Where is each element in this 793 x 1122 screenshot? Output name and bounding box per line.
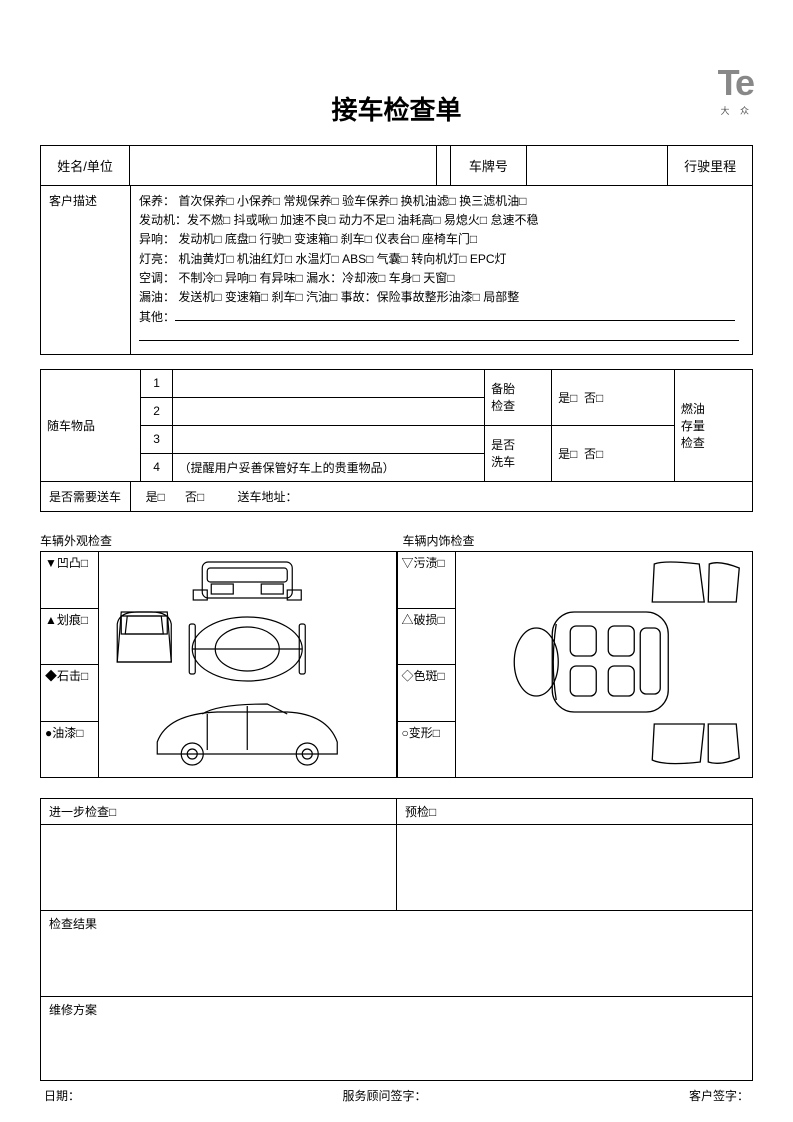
items-table: 随车物品 1 备胎 检查 是□ 否□ 燃油 存量 检查 2 3 是否 洗车 是□… <box>40 369 753 482</box>
int-deform[interactable]: ○变形□ <box>397 721 455 778</box>
ext-scratch[interactable]: ▲划痕□ <box>41 608 99 665</box>
advisor-sign: 服务顾问签字： <box>342 1087 426 1104</box>
ext-stone[interactable]: ◆石击□ <box>41 665 99 722</box>
interior-section: 车辆内饰检查 ▽污渍□ <box>397 530 754 778</box>
item-num-2: 2 <box>141 397 172 425</box>
precheck-body[interactable] <box>397 825 753 911</box>
exterior-diagram <box>99 552 397 778</box>
deliver-content[interactable]: 是□ 否□ 送车地址： <box>131 482 753 512</box>
items-label: 随车物品 <box>41 369 141 481</box>
exterior-title: 车辆外观检查 <box>40 530 397 551</box>
exterior-section: 车辆外观检查 ▼凹凸□ <box>40 530 397 778</box>
desc-line-5: 空调： 不制冷□ 异响□ 有异味□ 漏水：冷却液□ 车身□ 天窗□ <box>139 269 744 288</box>
description-table: 客户描述 保养： 首次保养□ 小保养□ 常规保养□ 验车保养□ 换机油滤□ 换三… <box>40 186 753 355</box>
interior-table: ▽污渍□ <box>397 551 754 778</box>
item-field-3[interactable] <box>172 425 484 453</box>
desc-label: 客户描述 <box>41 186 131 354</box>
interior-diagram <box>455 552 753 778</box>
inspection-section: 车辆外观检查 ▼凹凸□ <box>40 530 753 778</box>
deliver-table: 是否需要送车 是□ 否□ 送车地址： <box>40 482 753 513</box>
int-damage[interactable]: △破损□ <box>397 608 455 665</box>
further-label[interactable]: 进一步检查□ <box>41 799 397 825</box>
fuel-label: 燃油 存量 检查 <box>674 369 752 481</box>
deliver-label: 是否需要送车 <box>41 482 131 512</box>
wash-yn[interactable]: 是□ 否□ <box>552 425 675 481</box>
header-table: 姓名/单位 车牌号 行驶里程 <box>40 145 753 186</box>
spare-yn[interactable]: 是□ 否□ <box>552 369 675 425</box>
mileage-label: 行驶里程 <box>668 146 753 186</box>
signature-row: 日期： 服务顾问签字： 客户签字： <box>40 1081 753 1104</box>
result-label: 检查结果 <box>41 911 397 997</box>
item-reminder: （提醒用户妥善保管好车上的贵重物品） <box>172 453 484 481</box>
plan-body[interactable] <box>397 997 753 1081</box>
ext-dent[interactable]: ▼凹凸□ <box>41 552 99 609</box>
logo: Te <box>718 62 753 104</box>
exterior-table: ▼凹凸□ <box>40 551 397 778</box>
desc-content: 保养： 首次保养□ 小保养□ 常规保养□ 验车保养□ 换机油滤□ 换三滤机油□ … <box>131 186 753 354</box>
plan-label: 维修方案 <box>41 997 397 1081</box>
item-field-1[interactable] <box>172 369 484 397</box>
desc-line-2: 发动机：发不燃□ 抖或啾□ 加速不良□ 动力不足□ 油耗高□ 易熄火□ 怠速不稳 <box>139 211 744 230</box>
desc-other: 其他： <box>139 307 744 327</box>
plate-label: 车牌号 <box>450 146 526 186</box>
name-label: 姓名/单位 <box>41 146 130 186</box>
item-num-3: 3 <box>141 425 172 453</box>
name-field[interactable] <box>130 146 437 186</box>
interior-title: 车辆内饰检查 <box>397 530 754 551</box>
int-spot[interactable]: ◇色斑□ <box>397 665 455 722</box>
item-num-4: 4 <box>141 453 172 481</box>
wash-label: 是否 洗车 <box>485 425 552 481</box>
plate-field[interactable] <box>526 146 667 186</box>
desc-line-4: 灯亮： 机油黄灯□ 机油红灯□ 水温灯□ ABS□ 气囊□ 转向机灯□ EPC灯 <box>139 250 744 269</box>
desc-line-6: 漏油： 发送机□ 变速箱□ 刹车□ 汽油□ 事故：保险事故整形油漆□ 局部整 <box>139 288 744 307</box>
spare-label: 备胎 检查 <box>485 369 552 425</box>
further-table: 进一步检查□ 预检□ 检查结果 维修方案 <box>40 798 753 1081</box>
page-title: 接车检查单 <box>40 90 753 127</box>
further-body-left[interactable] <box>41 825 397 911</box>
int-stain[interactable]: ▽污渍□ <box>397 552 455 609</box>
date-label: 日期： <box>44 1087 80 1104</box>
desc-line-1: 保养： 首次保养□ 小保养□ 常规保养□ 验车保养□ 换机油滤□ 换三滤机油□ <box>139 192 744 211</box>
spacer <box>436 146 450 186</box>
ext-paint[interactable]: ●油漆□ <box>41 721 99 778</box>
item-num-1: 1 <box>141 369 172 397</box>
result-body[interactable] <box>397 911 753 997</box>
precheck-label[interactable]: 预检□ <box>397 799 753 825</box>
desc-line-3: 异响： 发动机□ 底盘□ 行驶□ 变速箱□ 刹车□ 仪表台□ 座椅车门□ <box>139 230 744 249</box>
logo-subtitle: 大 众 <box>720 104 753 117</box>
customer-sign: 客户签字： <box>689 1087 749 1104</box>
item-field-2[interactable] <box>172 397 484 425</box>
desc-blank <box>139 327 744 347</box>
